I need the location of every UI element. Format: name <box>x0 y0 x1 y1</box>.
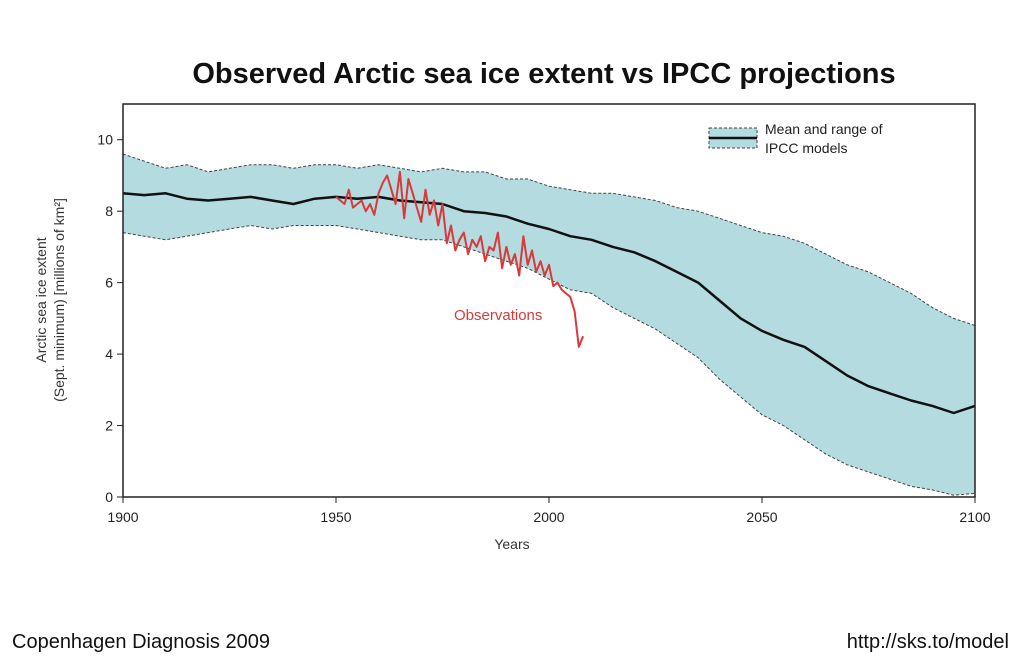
y-axis-label-line1: Arctic sea ice extent <box>33 237 49 362</box>
legend-label-line1: Mean and range of <box>765 121 883 137</box>
source-credit: Copenhagen Diagnosis 2009 <box>12 631 270 653</box>
observations-line <box>335 170 585 348</box>
y-tick-label: 2 <box>105 418 113 434</box>
x-axis: 1900 1950 2000 2050 2100 <box>107 497 991 525</box>
y-tick-label: 4 <box>105 346 113 362</box>
y-tick-label: 6 <box>105 275 113 291</box>
x-tick-label: 1900 <box>107 509 138 525</box>
x-tick-label: 2000 <box>533 509 564 525</box>
ipcc-range-band-layer <box>122 153 976 496</box>
y-tick-label: 10 <box>97 132 113 148</box>
y-tick-label: 8 <box>105 203 113 219</box>
x-axis-label: Years <box>494 536 529 552</box>
y-axis-label-line2: (Sept. minimum) [millions of km²] <box>51 198 67 402</box>
x-tick-label: 2050 <box>746 509 777 525</box>
legend: Mean and range of IPCC models <box>708 121 883 156</box>
ipcc-range-band <box>123 154 975 496</box>
legend-label-line2: IPCC models <box>765 140 847 156</box>
y-axis: 0 2 4 6 8 10 <box>97 132 123 505</box>
ipcc-range-lower-edge <box>122 224 976 496</box>
observations-annotation: Observations <box>454 307 542 324</box>
x-tick-label: 2100 <box>959 509 990 525</box>
y-tick-label: 0 <box>105 489 113 505</box>
chart-title: Observed Arctic sea ice extent vs IPCC p… <box>192 58 896 90</box>
x-tick-label: 1950 <box>320 509 351 525</box>
source-url: http://sks.to/model <box>846 631 1009 653</box>
ipcc-range-upper-edge <box>122 153 976 326</box>
ipcc-mean-line <box>122 192 976 415</box>
